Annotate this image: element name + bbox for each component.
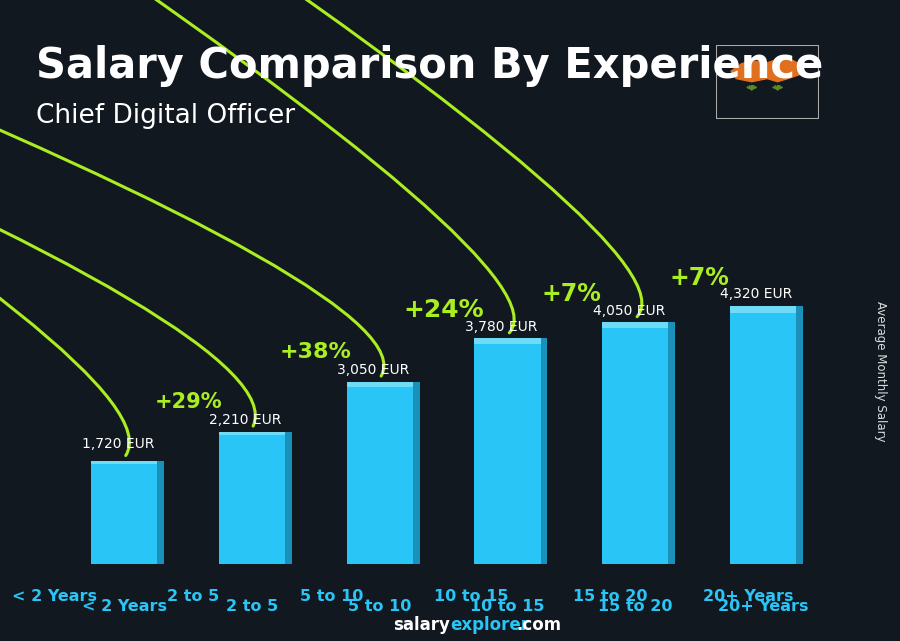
- Bar: [796, 306, 803, 564]
- Text: 15 to 20: 15 to 20: [598, 599, 672, 613]
- Bar: [602, 322, 669, 564]
- Text: 5 to 10: 5 to 10: [348, 599, 411, 613]
- Text: < 2 Years: < 2 Years: [12, 588, 96, 604]
- Bar: [219, 432, 285, 435]
- Text: 15 to 20: 15 to 20: [572, 588, 647, 604]
- Bar: [158, 462, 164, 564]
- Text: 10 to 15: 10 to 15: [470, 599, 544, 613]
- Text: 4,320 EUR: 4,320 EUR: [721, 288, 793, 301]
- Text: 1,720 EUR: 1,720 EUR: [82, 437, 154, 451]
- Bar: [602, 322, 669, 328]
- Text: 4,050 EUR: 4,050 EUR: [593, 304, 665, 317]
- Text: 2 to 5: 2 to 5: [226, 599, 278, 613]
- Text: 2,210 EUR: 2,210 EUR: [210, 413, 282, 428]
- Text: Salary Comparison By Experience: Salary Comparison By Experience: [36, 45, 824, 87]
- Text: salary: salary: [393, 616, 450, 634]
- Text: 20+ Years: 20+ Years: [717, 599, 808, 613]
- Bar: [474, 338, 541, 564]
- Bar: [669, 322, 675, 564]
- Polygon shape: [731, 58, 804, 81]
- Bar: [285, 432, 292, 564]
- Bar: [346, 382, 413, 387]
- Text: 5 to 10: 5 to 10: [301, 588, 364, 604]
- Bar: [91, 462, 158, 564]
- Text: 10 to 15: 10 to 15: [434, 588, 508, 604]
- Text: explorer: explorer: [450, 616, 529, 634]
- Bar: [541, 338, 547, 564]
- Bar: [219, 432, 285, 564]
- Text: Chief Digital Officer: Chief Digital Officer: [36, 103, 295, 129]
- Text: < 2 Years: < 2 Years: [82, 599, 166, 613]
- Text: .com: .com: [517, 616, 562, 634]
- Text: 2 to 5: 2 to 5: [166, 588, 219, 604]
- Bar: [413, 382, 419, 564]
- Bar: [474, 338, 541, 344]
- Bar: [91, 462, 158, 464]
- Text: +7%: +7%: [670, 266, 729, 290]
- Text: +38%: +38%: [280, 342, 352, 362]
- Text: +29%: +29%: [154, 392, 222, 412]
- Bar: [730, 306, 796, 564]
- Bar: [730, 306, 796, 313]
- Text: 3,050 EUR: 3,050 EUR: [338, 363, 410, 378]
- Text: Average Monthly Salary: Average Monthly Salary: [874, 301, 886, 442]
- Text: +7%: +7%: [542, 282, 601, 306]
- Bar: [716, 45, 819, 119]
- Text: 20+ Years: 20+ Years: [704, 588, 794, 604]
- Bar: [346, 382, 413, 564]
- Text: 3,780 EUR: 3,780 EUR: [465, 320, 537, 334]
- Text: +24%: +24%: [403, 299, 484, 322]
